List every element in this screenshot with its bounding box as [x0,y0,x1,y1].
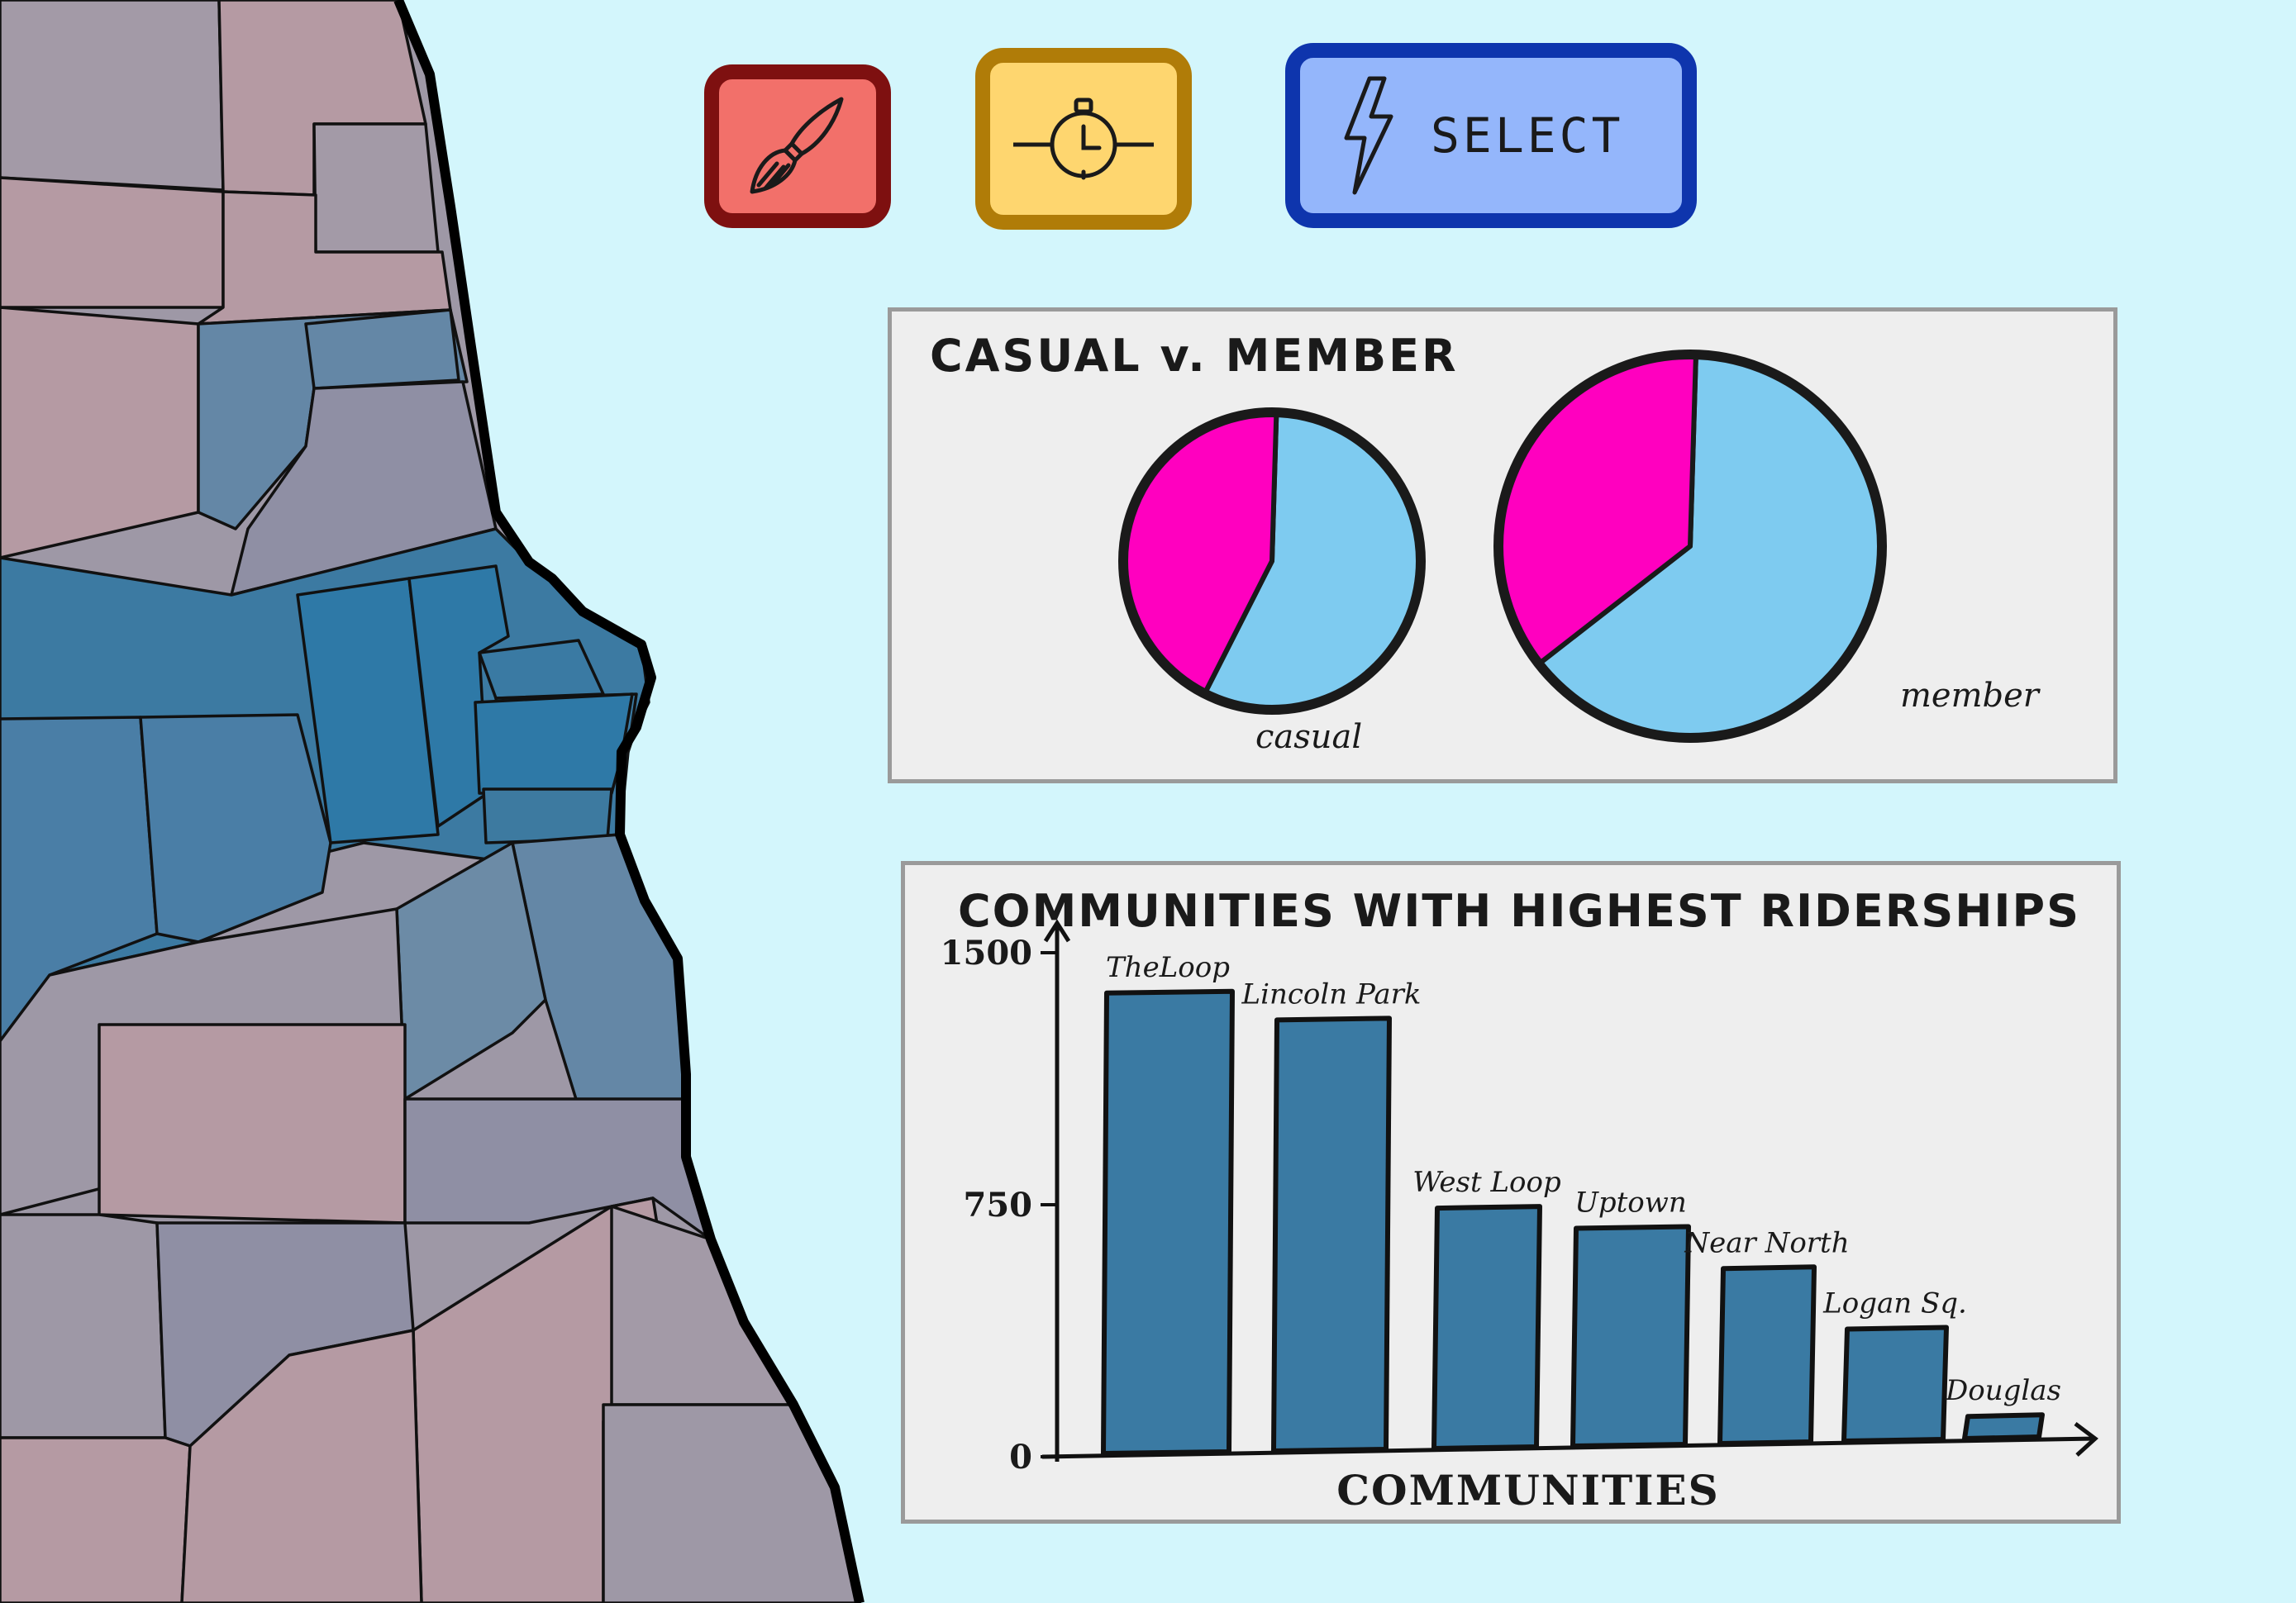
x-axis-arrow [2074,1422,2098,1457]
map-region[interactable] [0,306,200,559]
map-region[interactable] [139,713,332,944]
bar-label: TheLoop [1106,951,1230,984]
y-axis-arrow [1043,919,1071,943]
map-region[interactable] [296,577,440,844]
bar [1431,1204,1542,1451]
map-region[interactable] [180,1329,423,1603]
map-region[interactable] [0,0,225,192]
pie-outline [1118,407,1426,715]
select-tool-button[interactable]: SELECT [1285,43,1697,228]
map-region[interactable] [602,1403,861,1603]
bar [1841,1325,1949,1444]
ridership-bar-chart: 0 750 1500 TheLoop Lincoln Park West Loop Upto… [941,919,2098,1515]
community-choropleth-map[interactable] [0,0,909,1603]
pie-charts: casual member [1118,350,2041,756]
shoreline [393,0,865,1603]
bar [1271,1016,1392,1453]
bar [1570,1224,1691,1448]
pie-outline [1493,350,1887,743]
y-tick-label: 0 [1009,1438,1032,1477]
bar-label: West Loop [1412,1166,1561,1199]
map-region[interactable] [0,1436,192,1603]
bar-label: Logan Sq. [1822,1287,1967,1320]
map-region[interactable] [482,787,613,844]
pie-member: member [1493,350,2041,743]
y-tick-label: 750 [964,1186,1033,1225]
bar [1101,988,1235,1456]
map-region[interactable] [197,190,452,326]
map-region[interactable] [0,1213,167,1439]
pie-panel-title: CASUAL v. MEMBER [930,330,1459,382]
bar [1717,1264,1817,1446]
bar-label: Douglas [1945,1374,2061,1407]
pie-label: casual [1255,718,1362,756]
timer-tool-button[interactable] [975,48,1192,230]
pie-label: member [1900,677,2041,715]
map-region[interactable] [610,1205,795,1406]
stopwatch-icon [1013,98,1154,180]
bar-label: Near North [1684,1226,1849,1259]
map-region[interactable] [0,716,159,1043]
y-tick-label: 1500 [941,934,1032,973]
lightning-bolt-icon [1344,76,1393,195]
map-region[interactable] [98,1023,407,1225]
bar-label: Lincoln Park [1241,977,1422,1011]
bar [1962,1412,2045,1441]
casual-member-panel: CASUAL v. MEMBER casual member [888,307,2117,783]
bar-panel-title: COMMUNITIES WITH HIGHEST RIDERSHIPS [958,885,2080,937]
x-axis-label: COMMUNITIES [1336,1466,1720,1515]
ridership-panel: COMMUNITIES WITH HIGHEST RIDERSHIPS 0 750… [901,861,2121,1524]
map-region[interactable] [0,176,225,309]
map-region[interactable] [474,692,634,795]
bar-label: Uptown [1574,1186,1687,1219]
brush-tool-button[interactable] [704,64,891,228]
paintbrush-icon [750,97,844,194]
pie-casual: casual [1118,407,1426,756]
map-region[interactable] [304,308,460,390]
map-region[interactable] [312,122,440,254]
select-label: SELECT [1431,107,1624,164]
